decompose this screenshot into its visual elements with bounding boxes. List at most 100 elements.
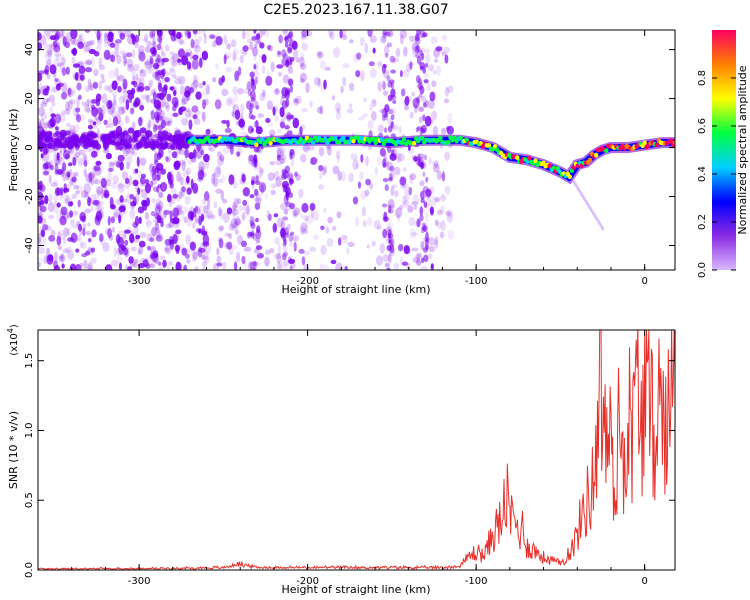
noise-speck <box>188 119 193 130</box>
noise-speck <box>300 228 308 234</box>
noise-speck <box>59 62 65 74</box>
noise-speck <box>198 161 206 173</box>
noise-speck <box>87 82 93 88</box>
noise-speck <box>200 213 205 222</box>
ridge-cell <box>515 155 520 161</box>
noise-speck <box>111 259 119 267</box>
noise-speck <box>90 257 97 264</box>
noise-speck <box>432 160 436 166</box>
noise-speck <box>91 150 98 158</box>
noise-streak <box>252 261 257 270</box>
noise-streak <box>156 212 162 220</box>
noise-streak <box>415 155 422 166</box>
noise-speck <box>72 88 76 95</box>
noise-speck <box>119 50 127 55</box>
noise-speck <box>155 102 162 111</box>
noise-speck <box>299 126 303 135</box>
noise-speck <box>154 213 160 220</box>
noise-streak <box>282 240 287 247</box>
noise-speck <box>47 49 52 60</box>
noise-speck <box>138 216 142 225</box>
noise-speck <box>300 213 304 219</box>
noise-speck <box>101 93 108 105</box>
noise-speck <box>63 198 69 204</box>
noise-speck <box>332 47 341 58</box>
noise-speck <box>113 41 120 51</box>
noise-speck <box>335 111 342 120</box>
noise-streak <box>384 262 390 268</box>
noise-speck <box>87 118 93 124</box>
noise-speck <box>213 40 217 48</box>
noise-speck <box>368 183 374 190</box>
noise-speck <box>372 47 376 54</box>
noise-streak <box>254 202 261 211</box>
noise-speck <box>224 242 232 250</box>
noise-speck <box>148 79 153 87</box>
noise-streak <box>286 111 292 122</box>
noise-speck <box>392 99 397 104</box>
noise-speck <box>409 228 417 239</box>
noise-streak <box>248 154 254 162</box>
noise-streak <box>288 172 294 182</box>
noise-streak <box>250 114 256 120</box>
noise-streak <box>152 30 156 37</box>
noise-speck <box>166 157 171 163</box>
noise-speck <box>215 63 219 70</box>
noise-speck <box>206 243 212 254</box>
ridge-tail <box>575 185 579 189</box>
noise-speck <box>202 81 206 86</box>
noise-speck <box>145 94 151 104</box>
noise-speck <box>253 55 257 61</box>
noise-streak <box>390 69 397 74</box>
noise-streak <box>154 205 161 215</box>
noise-streak <box>252 233 257 241</box>
noise-speck <box>160 47 164 56</box>
noise-speck <box>266 100 274 111</box>
noise-speck <box>420 124 427 134</box>
noise-speck <box>326 145 332 156</box>
noise-speck <box>427 64 435 72</box>
noise-speck <box>324 165 328 174</box>
noise-speck <box>381 33 387 43</box>
noise-streak <box>422 225 428 233</box>
noise-speck <box>112 99 117 111</box>
noise-speck <box>194 205 199 213</box>
noise-streak <box>289 56 295 62</box>
noise-speck <box>71 193 78 200</box>
noise-streak <box>386 267 391 270</box>
noise-speck <box>238 118 245 128</box>
noise-streak <box>254 43 258 49</box>
noise-speck <box>141 199 148 207</box>
noise-speck <box>169 182 174 189</box>
noise-speck <box>38 233 42 244</box>
noise-streak <box>420 127 426 133</box>
noise-speck <box>47 214 55 220</box>
noise-speck <box>246 205 250 217</box>
noise-speck <box>240 240 247 248</box>
noise-speck <box>87 83 94 91</box>
noise-speck <box>197 35 203 42</box>
noise-streak <box>285 192 289 198</box>
noise-speck <box>59 215 67 226</box>
noise-speck <box>131 68 136 77</box>
noise-speck <box>409 111 414 119</box>
noise-speck <box>137 44 145 54</box>
noise-streak <box>416 218 421 228</box>
noise-speck <box>412 257 420 263</box>
noise-speck <box>158 109 165 118</box>
spectrogram-y-tick-label: 20 <box>24 92 35 105</box>
noise-speck <box>168 197 173 208</box>
noise-streak <box>419 214 424 222</box>
noise-speck <box>249 41 254 51</box>
noise-speck <box>391 148 396 159</box>
noise-streak <box>389 55 396 63</box>
noise-streak <box>254 100 259 110</box>
noise-speck <box>250 76 255 83</box>
noise-speck <box>267 121 273 127</box>
noise-band <box>88 141 95 146</box>
noise-speck <box>65 31 73 43</box>
noise-speck <box>153 62 160 70</box>
noise-streak <box>282 253 287 261</box>
noise-speck <box>207 128 213 136</box>
noise-streak <box>280 173 287 180</box>
